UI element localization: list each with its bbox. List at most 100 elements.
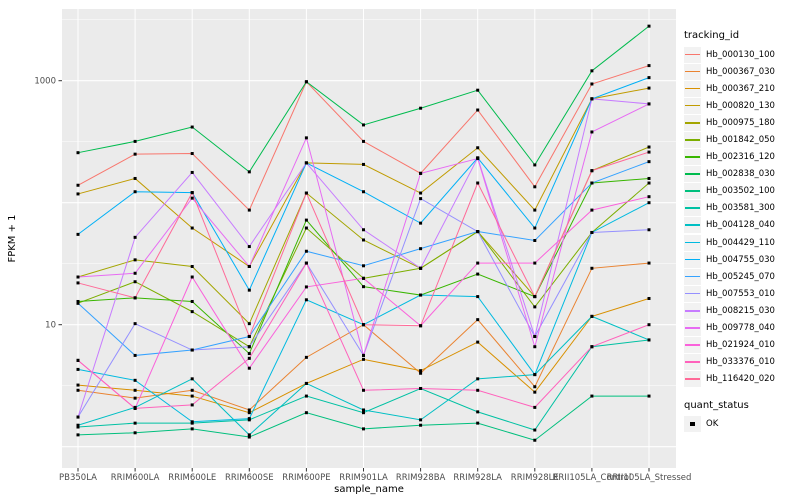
- data-point: [76, 192, 80, 196]
- data-point: [476, 318, 480, 322]
- legend-item-Hb_033376_010: Hb_033376_010: [684, 354, 798, 371]
- data-point: [533, 373, 537, 377]
- legend-key-line-icon: [684, 63, 701, 80]
- data-point: [476, 181, 480, 185]
- legend-item-Hb_000367_030: Hb_000367_030: [684, 63, 798, 80]
- data-point: [419, 369, 423, 373]
- data-point: [76, 301, 80, 305]
- data-point: [304, 191, 308, 195]
- data-point: [590, 169, 594, 173]
- legend-color-line: [685, 275, 700, 278]
- data-point: [590, 230, 594, 234]
- data-point: [476, 340, 480, 344]
- legend-item-label: Hb_009778_040: [706, 323, 775, 334]
- data-point: [590, 69, 594, 73]
- data-point: [533, 305, 537, 309]
- data-point: [533, 208, 537, 212]
- data-point: [133, 190, 137, 194]
- legend-color-line: [685, 309, 700, 312]
- legend-item-label: Hb_002838_030: [706, 169, 775, 180]
- data-point: [247, 322, 251, 326]
- data-point: [533, 405, 537, 409]
- data-point: [362, 427, 365, 431]
- data-point: [190, 310, 194, 314]
- data-point: [133, 139, 137, 143]
- legend-item-Hb_021924_010: Hb_021924_010: [684, 337, 798, 354]
- legend-item-Hb_008215_030: Hb_008215_030: [684, 302, 798, 319]
- data-point: [419, 221, 423, 225]
- data-point: [190, 348, 194, 352]
- legend-item-Hb_002838_030: Hb_002838_030: [684, 166, 798, 183]
- data-point: [647, 176, 651, 180]
- x-tick-label: PB350LA: [59, 473, 97, 483]
- legend-key-line-icon: [684, 166, 701, 183]
- legend-item-Hb_003581_300: Hb_003581_300: [684, 200, 798, 217]
- data-point: [190, 275, 194, 279]
- data-point: [362, 323, 365, 327]
- legend-key-line-icon: [684, 337, 701, 354]
- data-point: [190, 196, 194, 200]
- data-point: [190, 191, 194, 195]
- data-point: [647, 323, 651, 327]
- legend-color-line: [685, 104, 700, 107]
- x-tick-label: RRII105LA_Control: [553, 473, 632, 483]
- data-point: [419, 293, 423, 297]
- data-point: [247, 264, 251, 268]
- data-point: [247, 352, 251, 356]
- data-point: [362, 123, 365, 127]
- data-point: [533, 261, 537, 265]
- legend-quant-items: OK: [684, 416, 798, 433]
- data-point: [362, 139, 365, 143]
- data-point: [133, 296, 137, 300]
- data-point: [247, 433, 251, 437]
- data-point: [247, 170, 251, 174]
- data-point: [476, 261, 480, 265]
- legend-key-line-icon: [684, 371, 701, 388]
- data-point: [533, 226, 537, 230]
- x-tick-label: RRIM600SE: [225, 473, 274, 483]
- data-point: [647, 394, 651, 398]
- data-point: [304, 136, 308, 140]
- data-point: [419, 247, 423, 251]
- data-point: [419, 423, 423, 427]
- data-point: [419, 106, 423, 110]
- data-point: [419, 171, 423, 175]
- legend-key-line-icon: [684, 217, 701, 234]
- legend-key-point-icon: [684, 416, 701, 433]
- data-point: [304, 298, 308, 302]
- data-point: [476, 295, 480, 299]
- data-point: [304, 80, 308, 84]
- legend-item-label: Hb_000130_100: [706, 49, 775, 60]
- data-point: [476, 410, 480, 414]
- data-point: [190, 377, 194, 381]
- data-point: [362, 408, 365, 412]
- data-point: [190, 403, 194, 407]
- data-point: [190, 420, 194, 424]
- data-point: [647, 102, 651, 106]
- legend-key-line-icon: [684, 97, 701, 114]
- data-point: [190, 299, 194, 303]
- data-point: [362, 162, 365, 166]
- legend-quant-block: quant_status OK: [684, 400, 798, 433]
- data-point: [419, 266, 423, 270]
- legend-item-Hb_000975_180: Hb_000975_180: [684, 114, 798, 131]
- legend-color-line: [685, 207, 700, 209]
- data-point: [533, 163, 537, 167]
- x-tick-label: RRIM901LA: [339, 473, 388, 483]
- data-point: [133, 176, 137, 180]
- data-point: [476, 388, 480, 392]
- legend-item-label: Hb_003502_100: [706, 186, 775, 197]
- legend-item-Hb_004128_040: Hb_004128_040: [684, 217, 798, 234]
- data-point: [647, 150, 651, 154]
- data-point: [247, 208, 251, 212]
- legend-key-line-icon: [684, 149, 701, 166]
- legend-item-label: Hb_003581_300: [706, 203, 775, 214]
- data-point: [476, 146, 480, 150]
- data-point: [533, 345, 537, 349]
- legend-item-label: Hb_116420_020: [706, 374, 775, 385]
- data-point: [476, 272, 480, 276]
- legend-color-line: [685, 139, 700, 141]
- black-square-point-icon: [690, 421, 695, 427]
- legend-item-Hb_000130_100: Hb_000130_100: [684, 46, 798, 63]
- data-point: [647, 24, 651, 28]
